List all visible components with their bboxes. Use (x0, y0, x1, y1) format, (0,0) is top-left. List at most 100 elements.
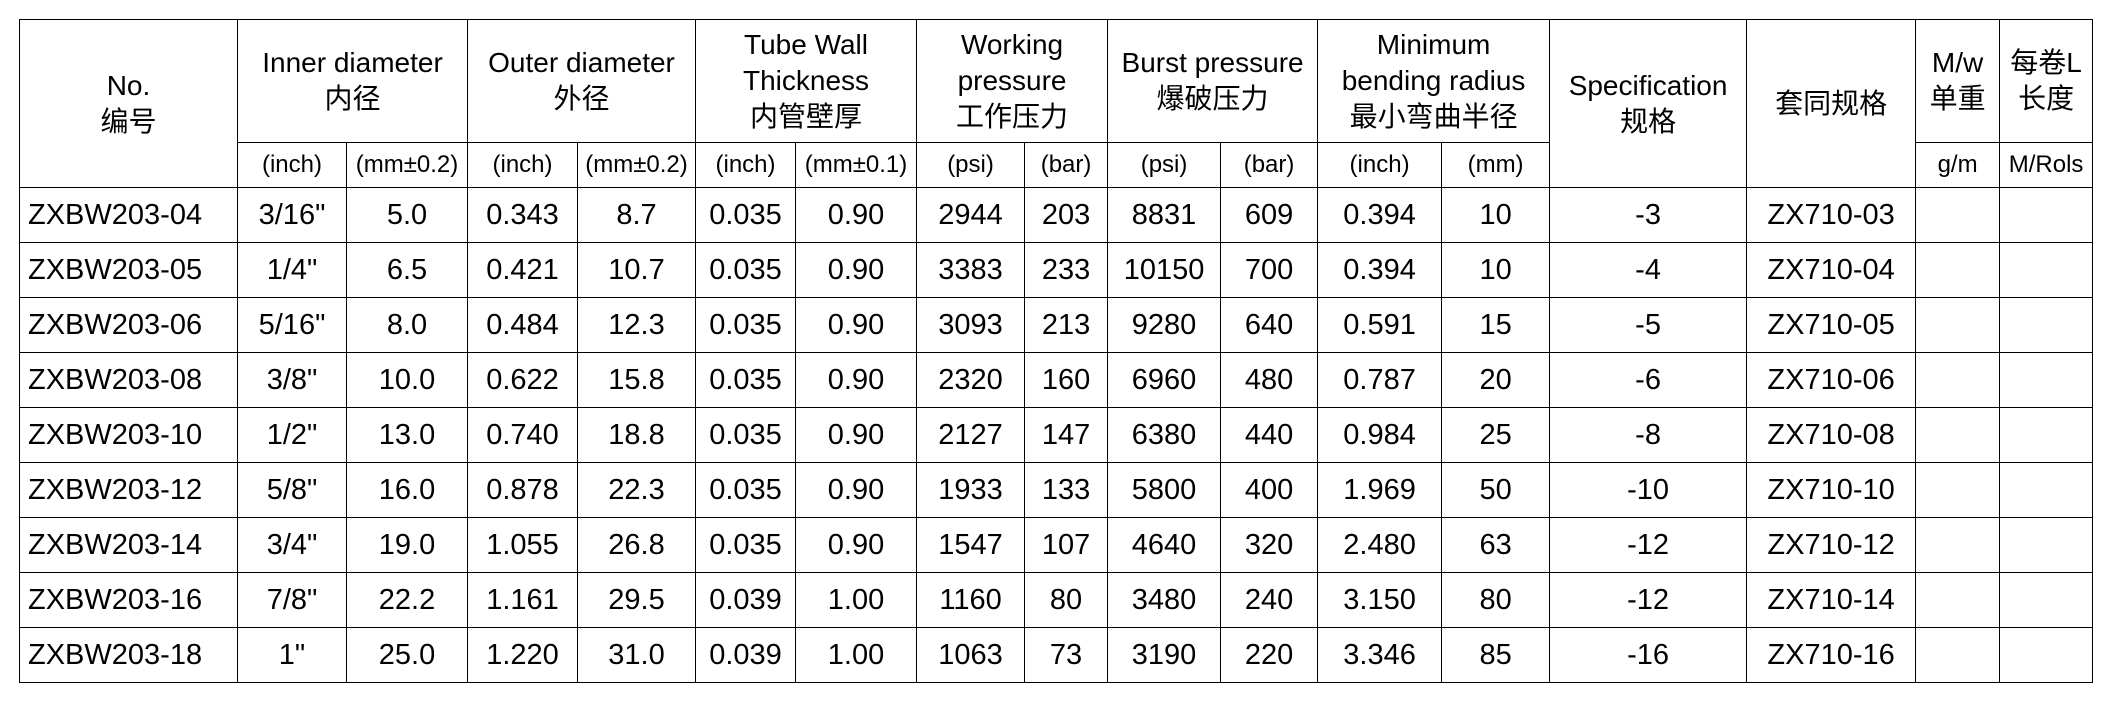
cell: 3480 (1107, 572, 1222, 628)
table-row: ZXBW203-18 1" 25.0 1.220 31.0 0.039 1.00 1063 73… (19, 627, 2094, 683)
empty-cell (1999, 242, 2094, 298)
cell: -12 (1549, 517, 1748, 573)
header-cell: Burst pressure 爆破压力 (1107, 19, 1319, 143)
header-cell: Working pressure 工作压力 (916, 19, 1109, 143)
table-row: ZXBW203-06 5/16" 8.0 0.484 12.3 0.035 0.90 3093… (19, 297, 2094, 353)
cell: 80 (1441, 572, 1551, 628)
cell: 6380 (1107, 407, 1222, 463)
empty-cell (1915, 352, 2001, 408)
cell: ZX710-10 (1746, 462, 1917, 518)
cell: 0.740 (467, 407, 579, 463)
cell: 2.480 (1317, 517, 1443, 573)
empty-cell (1999, 627, 2094, 683)
cell: 5.0 (345, 187, 469, 243)
cell: ZX710-06 (1746, 352, 1917, 408)
cell: 233 (1024, 242, 1109, 298)
cell: ZXBW203-04 (19, 187, 238, 243)
cell: ZXBW203-12 (19, 462, 238, 518)
cell: 1160 (916, 572, 1026, 628)
cell: 1/4" (237, 242, 347, 298)
cell: -4 (1549, 242, 1748, 298)
unit-cell: (bar) (1024, 142, 1109, 188)
cell: -6 (1549, 352, 1748, 408)
cell: ZXBW203-05 (19, 242, 238, 298)
cell: 1063 (916, 627, 1026, 683)
cell: 22.3 (577, 462, 697, 518)
empty-cell (1915, 462, 2001, 518)
cell: 10.7 (577, 242, 697, 298)
header-cell: No. 编号 (19, 19, 238, 188)
cell: 1.220 (467, 627, 579, 683)
cell: 3.150 (1317, 572, 1443, 628)
cell: ZX710-03 (1746, 187, 1917, 243)
cell: 15 (1441, 297, 1551, 353)
spec-table: No. 编号 Inner diameter 内径 Outer diameter … (19, 19, 2094, 683)
table-row: ZXBW203-10 1/2" 13.0 0.740 18.8 0.035 0.90 2127… (19, 407, 2094, 463)
cell: 0.035 (695, 407, 797, 463)
cell: 147 (1024, 407, 1109, 463)
cell: 22.2 (345, 572, 469, 628)
cell: 0.591 (1317, 297, 1443, 353)
cell: -16 (1549, 627, 1748, 683)
cell: 2127 (916, 407, 1026, 463)
cell: 6960 (1107, 352, 1222, 408)
cell: 0.394 (1317, 242, 1443, 298)
cell: 0.394 (1317, 187, 1443, 243)
cell: 29.5 (577, 572, 697, 628)
cell: 73 (1024, 627, 1109, 683)
unit-cell: M/Rols (1999, 142, 2094, 188)
cell: 18.8 (577, 407, 697, 463)
cell: 0.90 (795, 462, 918, 518)
unit-cell: (inch) (467, 142, 579, 188)
cell: 6.5 (345, 242, 469, 298)
table-row: ZXBW203-08 3/8" 10.0 0.622 15.8 0.035 0.90 2320… (19, 352, 2094, 408)
cell: 8.7 (577, 187, 697, 243)
header-cell: Outer diameter 外径 (467, 19, 697, 143)
header-cell: M/w 单重 (1915, 19, 2001, 143)
cell: 19.0 (345, 517, 469, 573)
empty-cell (1999, 407, 2094, 463)
cell: 80 (1024, 572, 1109, 628)
cell: 3093 (916, 297, 1026, 353)
cell: 3/16" (237, 187, 347, 243)
cell: 85 (1441, 627, 1551, 683)
header-cell: Tube Wall Thickness 内管壁厚 (695, 19, 918, 143)
cell: 0.039 (695, 572, 797, 628)
unit-cell: (inch) (695, 142, 797, 188)
cell: ZXBW203-06 (19, 297, 238, 353)
cell: 0.787 (1317, 352, 1443, 408)
cell: 0.90 (795, 242, 918, 298)
cell: 2944 (916, 187, 1026, 243)
empty-cell (1915, 242, 2001, 298)
unit-cell: (mm±0.2) (577, 142, 697, 188)
cell: 15.8 (577, 352, 697, 408)
cell: 8831 (1107, 187, 1222, 243)
header-cell: 每卷L 长度 (1999, 19, 2094, 143)
cell: 0.90 (795, 407, 918, 463)
cell: 1" (237, 627, 347, 683)
cell: 107 (1024, 517, 1109, 573)
cell: 0.90 (795, 297, 918, 353)
cell: 0.343 (467, 187, 579, 243)
cell: 3/8" (237, 352, 347, 408)
cell: 3/4" (237, 517, 347, 573)
cell: 0.484 (467, 297, 579, 353)
unit-cell: (mm±0.1) (795, 142, 918, 188)
cell: ZX710-12 (1746, 517, 1917, 573)
cell: 0.984 (1317, 407, 1443, 463)
unit-cell: (psi) (916, 142, 1026, 188)
empty-cell (1915, 407, 2001, 463)
unit-cell: (inch) (237, 142, 347, 188)
cell: 1.00 (795, 572, 918, 628)
cell: 320 (1220, 517, 1319, 573)
empty-cell (1915, 517, 2001, 573)
cell: 20 (1441, 352, 1551, 408)
header-cell: 套同规格 (1746, 19, 1917, 188)
empty-cell (1915, 627, 2001, 683)
cell: ZXBW203-08 (19, 352, 238, 408)
header-cell: Specification 规格 (1549, 19, 1748, 188)
cell: 609 (1220, 187, 1319, 243)
cell: 0.90 (795, 352, 918, 408)
cell: ZX710-04 (1746, 242, 1917, 298)
cell: 5/16" (237, 297, 347, 353)
